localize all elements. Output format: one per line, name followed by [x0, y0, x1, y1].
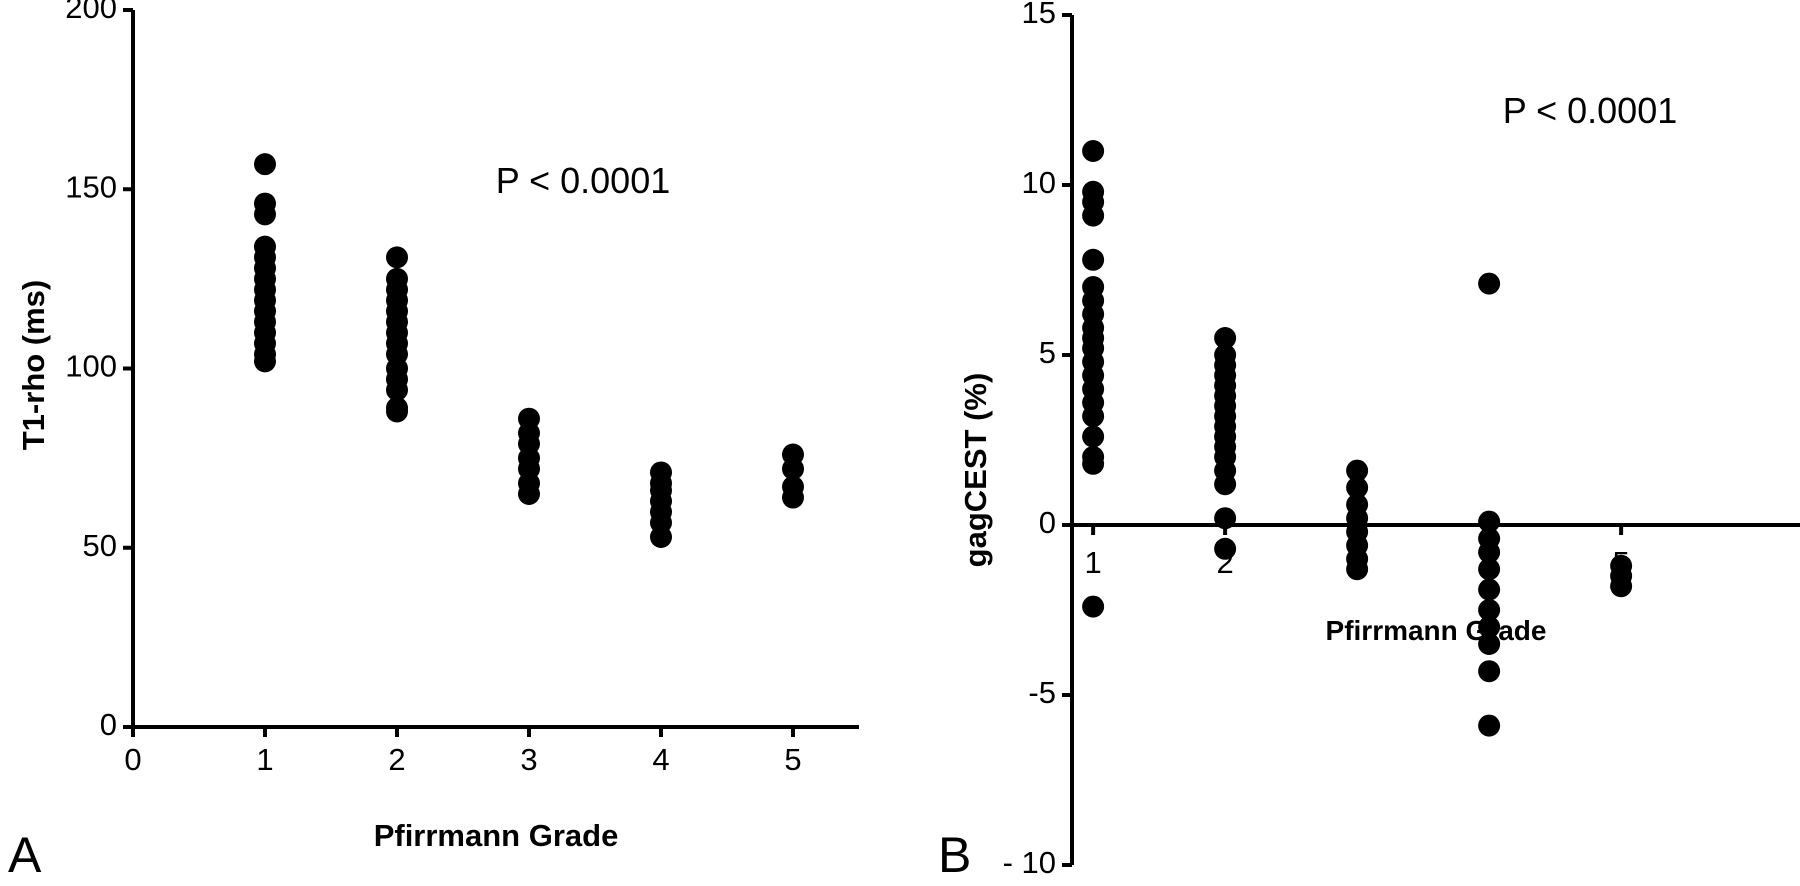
panel-a-x-tick-label: 5 — [784, 742, 801, 777]
panel-b-y-tick-label: 5 — [1039, 335, 1056, 370]
panel-b-data-point — [1478, 510, 1501, 533]
panel-a-label: A — [8, 827, 42, 883]
panel-a-chart: 0 1 2 3 4 5 0 50 100 150 200 T1-rho (ms) Pfirrman… — [8, 0, 859, 883]
panel-a-data-point — [518, 482, 540, 505]
panel-b-data-point — [1214, 473, 1237, 496]
panel-a-data-point — [386, 379, 408, 402]
panel-a-data-point — [650, 525, 672, 548]
panel-b-y-tick-label: - 10 — [1003, 845, 1056, 880]
panel-a-points — [254, 153, 804, 548]
panel-b-x-tick-label: 1 — [1084, 545, 1101, 580]
panel-a-y-tick-label: 200 — [65, 0, 117, 25]
panel-a-y-axis-label: T1-rho (ms) — [16, 280, 51, 451]
panel-b-data-point — [1082, 248, 1105, 271]
panel-b-y-ticks: 15 10 5 0 -5 - 10 — [1003, 0, 1072, 880]
panel-a-y-ticks: 0 50 100 150 200 — [65, 0, 133, 742]
panel-a-data-point — [254, 153, 276, 176]
panel-b-y-axis-label: gagCEST (%) — [958, 373, 993, 568]
panel-a-x-tick-label: 0 — [124, 742, 141, 777]
panel-b-points — [1082, 140, 1633, 737]
panel-b-data-point — [1346, 459, 1369, 482]
panel-b-data-point — [1082, 140, 1105, 162]
panel-a-data-point — [386, 246, 408, 269]
panel-a-x-ticks: 0 1 2 3 4 5 — [124, 727, 802, 777]
panel-a-data-point — [254, 350, 276, 373]
panel-b-data-point — [1082, 405, 1105, 428]
panel-a-data-point — [386, 400, 408, 423]
panel-a-x-tick-label: 1 — [256, 742, 273, 777]
panel-b-data-point — [1478, 633, 1501, 655]
panel-b-data-point — [1478, 558, 1501, 581]
panel-b-data-point — [1082, 595, 1105, 618]
panel-b-y-tick-label: 15 — [1022, 0, 1056, 30]
panel-a-x-tick-label: 3 — [520, 742, 537, 777]
panel-b-p-value: P < 0.0001 — [1503, 90, 1678, 131]
panel-b-data-point — [1478, 616, 1501, 638]
panel-b-y-tick-label: 10 — [1022, 165, 1056, 200]
panel-b-data-point — [1610, 575, 1633, 598]
panel-a-x-tick-label: 4 — [652, 742, 669, 777]
panel-a-y-tick-label: 150 — [65, 169, 117, 204]
panel-b-data-point — [1478, 599, 1501, 621]
panel-b-data-point — [1214, 327, 1237, 349]
panel-b-data-point — [1082, 204, 1105, 227]
panel-b-data-point — [1478, 578, 1501, 601]
panel-b-data-point — [1346, 476, 1369, 499]
panel-a-y-tick-label: 100 — [65, 349, 117, 384]
panel-b-y-tick-label: -5 — [1028, 675, 1056, 710]
panel-a-y-tick-label: 50 — [83, 528, 117, 563]
panel-b-data-point — [1082, 452, 1105, 475]
panel-b-data-point — [1214, 537, 1237, 560]
panel-b-data-point — [1478, 714, 1501, 737]
panel-b-data-point — [1346, 558, 1369, 581]
panel-a-x-axis-label: Pfirrmann Grade — [374, 818, 619, 853]
panel-b-data-point — [1478, 660, 1501, 683]
panel-a-data-point — [254, 203, 276, 226]
panel-b-data-point — [1214, 507, 1237, 530]
panel-a-x-tick-label: 2 — [388, 742, 405, 777]
panel-b-label: B — [938, 827, 971, 883]
panel-b-data-point — [1478, 541, 1501, 564]
panel-b-y-tick-label: 0 — [1039, 505, 1056, 540]
panel-a-y-tick-label: 0 — [100, 707, 117, 742]
panel-b-x-axis-label: Pfirrmann Grade — [1326, 615, 1547, 646]
panel-a-data-point — [782, 457, 804, 480]
panel-a-p-value: P < 0.0001 — [496, 160, 671, 201]
panel-a-data-point — [782, 486, 804, 509]
panel-b-data-point — [1082, 425, 1105, 448]
panel-b-data-point — [1478, 272, 1501, 295]
